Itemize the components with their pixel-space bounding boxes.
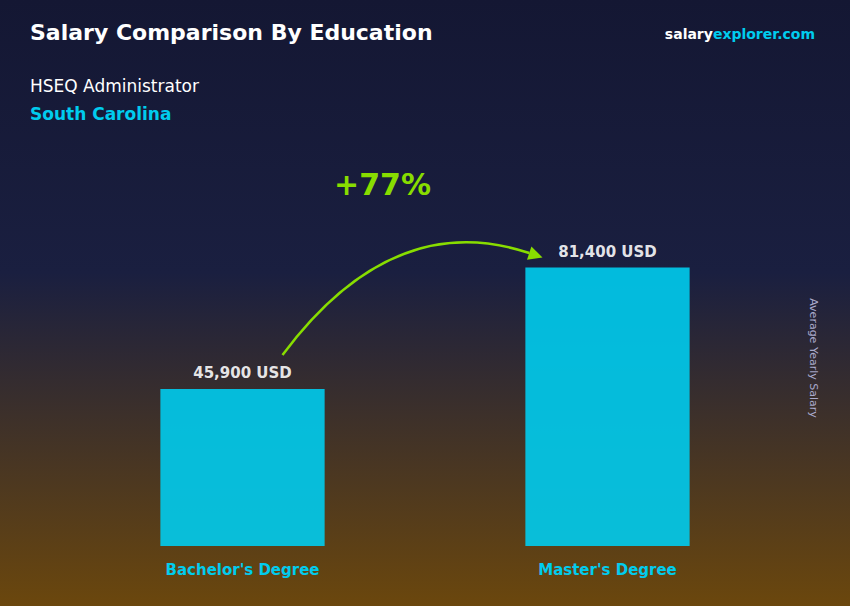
svg-text:45,900 USD: 45,900 USD [193, 364, 292, 382]
svg-text:explorer.com: explorer.com [713, 26, 815, 42]
svg-text:81,400 USD: 81,400 USD [558, 243, 657, 261]
svg-text:Salary Comparison By Education: Salary Comparison By Education [30, 20, 433, 45]
svg-text:Bachelor's Degree: Bachelor's Degree [166, 561, 320, 579]
svg-text:salary: salary [665, 26, 713, 42]
svg-text:HSEQ Administrator: HSEQ Administrator [30, 76, 199, 96]
svg-text:+77%: +77% [334, 167, 431, 202]
svg-text:Average Yearly Salary: Average Yearly Salary [807, 298, 820, 418]
svg-text:Master's Degree: Master's Degree [538, 561, 677, 579]
svg-text:South Carolina: South Carolina [30, 104, 171, 124]
